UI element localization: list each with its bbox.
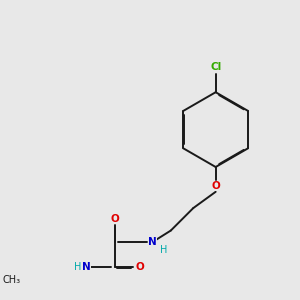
Text: O: O (136, 262, 145, 272)
Text: N: N (148, 237, 157, 248)
Text: O: O (211, 181, 220, 191)
Text: H: H (160, 245, 168, 255)
Text: Cl: Cl (210, 62, 221, 72)
Text: H: H (74, 262, 81, 272)
Text: N: N (82, 262, 91, 272)
Text: CH₃: CH₃ (2, 275, 20, 285)
Text: O: O (110, 214, 119, 224)
